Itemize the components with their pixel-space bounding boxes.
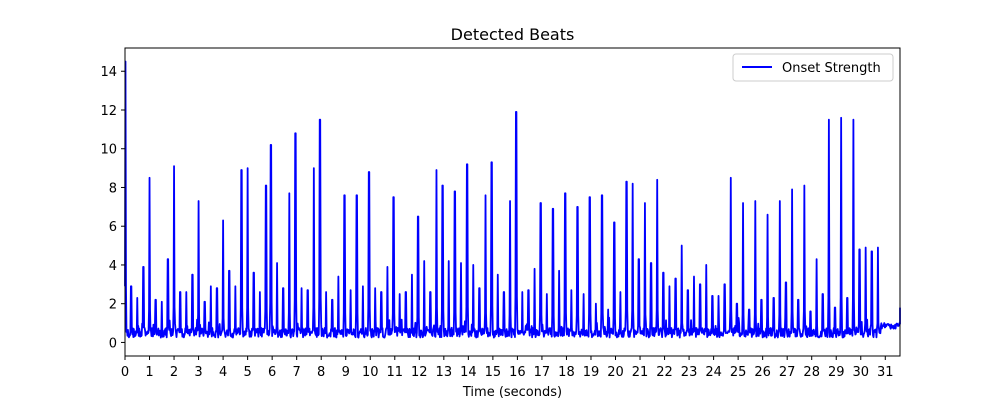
x-tick-label: 21	[632, 365, 649, 380]
x-tick-label: 10	[362, 365, 379, 380]
x-tick-label: 3	[194, 365, 202, 380]
x-tick-label: 15	[485, 365, 502, 380]
chart-title: Detected Beats	[451, 25, 575, 44]
y-tick-label: 8	[109, 181, 117, 196]
x-tick-label: 11	[387, 365, 404, 380]
x-tick-label: 19	[583, 365, 600, 380]
x-tick-label: 18	[558, 365, 575, 380]
x-tick-label: 12	[411, 365, 428, 380]
x-tick-label: 25	[730, 365, 747, 380]
x-tick-label: 13	[436, 365, 453, 380]
x-tick-label: 8	[317, 365, 325, 380]
axes-frame	[124, 47, 901, 357]
x-tick-label: 22	[656, 365, 673, 380]
x-tick-label: 5	[243, 365, 251, 380]
y-tick-label: 12	[100, 104, 117, 119]
x-tick-label: 26	[754, 365, 771, 380]
x-tick-label: 27	[779, 365, 796, 380]
x-tick-label: 1	[145, 365, 153, 380]
x-tick-label: 30	[852, 365, 869, 380]
y-tick-label: 10	[100, 143, 117, 158]
x-tick-label: 29	[828, 365, 845, 380]
x-tick-label: 2	[170, 365, 178, 380]
x-tick-label: 4	[219, 365, 227, 380]
x-axis-label: Time (seconds)	[462, 385, 562, 400]
legend-label-onset-strength: Onset Strength	[782, 61, 881, 76]
x-tick-label: 6	[268, 365, 276, 380]
x-tick-label: 9	[342, 365, 350, 380]
x-axis-ticks: 0 1 2 3 4 5 6 7 8 9 10 11 12 13 14 15 16 17 18 19 20 21 22 23 24…	[121, 356, 894, 380]
x-tick-label: 28	[803, 365, 820, 380]
legend-box	[732, 53, 894, 82]
plot-area	[124, 60, 901, 339]
onset-strength-line	[124, 60, 901, 339]
x-tick-label: 24	[705, 365, 722, 380]
y-tick-label: 14	[100, 65, 117, 80]
legend: Onset Strength	[732, 53, 894, 82]
x-tick-label: 23	[681, 365, 698, 380]
y-axis-ticks: 0 2 4 6 8 10 12 14	[100, 65, 125, 351]
x-tick-label: 7	[293, 365, 301, 380]
y-tick-label: 2	[109, 298, 117, 313]
y-tick-label: 6	[109, 220, 117, 235]
x-tick-label: 31	[877, 365, 894, 380]
x-tick-label: 14	[460, 365, 477, 380]
y-tick-label: 4	[109, 259, 117, 274]
x-tick-label: 16	[509, 365, 526, 380]
x-tick-label: 17	[534, 365, 551, 380]
x-tick-label: 20	[607, 365, 624, 380]
y-tick-label: 0	[109, 336, 117, 351]
x-tick-label: 0	[121, 365, 129, 380]
